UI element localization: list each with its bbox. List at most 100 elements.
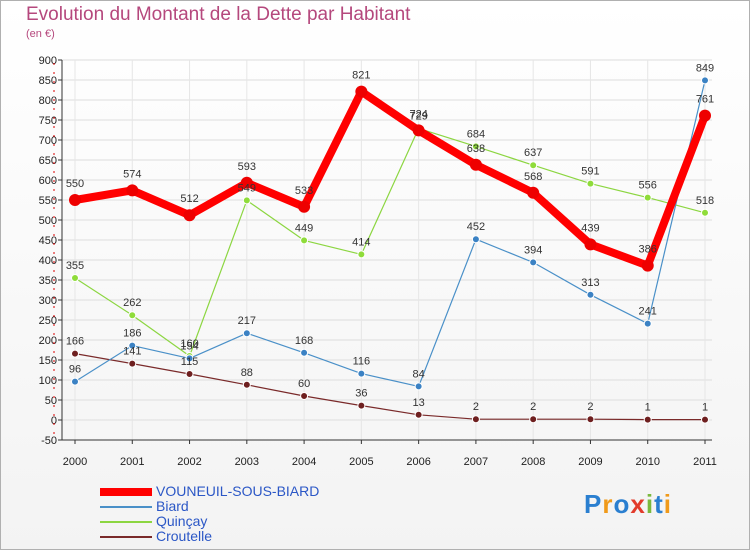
data-point	[300, 348, 309, 357]
legend-label: Biard	[156, 498, 189, 514]
y-tick-label: 850	[39, 75, 57, 87]
data-point	[126, 184, 139, 197]
data-point	[298, 200, 311, 213]
data-label: 849	[696, 62, 714, 74]
data-label: 262	[123, 297, 141, 309]
x-tick-label: 2008	[521, 456, 545, 468]
logo-letter: P	[584, 489, 603, 519]
x-tick-label: 2001	[120, 456, 144, 468]
y-tick-label: 50	[45, 395, 57, 407]
data-point	[469, 158, 482, 171]
y-tick-label: 650	[39, 155, 57, 167]
data-point	[527, 186, 540, 199]
data-point	[242, 329, 251, 338]
data-label: 84	[413, 368, 425, 380]
y-tick-label: 100	[39, 375, 57, 387]
y-tick-label: 600	[39, 175, 57, 187]
data-point	[242, 196, 251, 205]
y-tick-label: -50	[41, 435, 57, 447]
data-point	[414, 382, 423, 391]
data-label: 549	[238, 182, 256, 194]
y-tick-label: 550	[39, 195, 57, 207]
data-label: 439	[581, 222, 599, 234]
data-label: 637	[524, 147, 542, 159]
data-label: 638	[467, 143, 485, 155]
data-label: 88	[241, 367, 253, 379]
data-label: 313	[581, 277, 599, 289]
y-tick-label: 500	[39, 215, 57, 227]
data-point	[242, 380, 251, 389]
series-line-Croutelle	[74, 353, 705, 421]
data-label: 512	[180, 193, 198, 205]
x-tick-label: 2010	[635, 456, 659, 468]
data-label: 2	[530, 401, 536, 413]
data-point	[357, 250, 366, 259]
y-tick-label: 250	[39, 315, 57, 327]
data-label: 386	[639, 244, 657, 256]
y-tick-label: 350	[39, 275, 57, 287]
data-label: 154	[180, 340, 198, 352]
data-label: 724	[409, 108, 427, 120]
y-tick-label: 450	[39, 235, 57, 247]
data-label: 1	[645, 402, 651, 414]
data-label: 60	[298, 378, 310, 390]
logo-letter: x	[630, 489, 646, 519]
logo-letter: o	[613, 489, 631, 519]
data-label: 684	[467, 128, 485, 140]
data-labels: 166 141 115 88 60 36 13 2 2 2 1 1 355 262 160 549 449 414…	[66, 62, 714, 413]
y-tick-label: 700	[39, 135, 57, 147]
data-label: 761	[696, 94, 714, 106]
x-tick-label: 2007	[464, 456, 488, 468]
data-point	[699, 109, 711, 122]
data-label: 821	[352, 70, 370, 82]
data-point	[529, 258, 538, 267]
data-label: 166	[66, 336, 84, 348]
x-tick-label: 2000	[63, 456, 87, 468]
data-point	[701, 208, 709, 217]
data-point	[701, 76, 709, 85]
data-point	[300, 392, 309, 400]
y-tick-label: 900	[39, 55, 57, 67]
data-point	[357, 401, 366, 410]
data-point	[183, 209, 196, 222]
data-point	[471, 415, 480, 424]
data-label: 414	[352, 236, 370, 248]
y-tick-label: 0	[51, 415, 57, 427]
y-tick-label: 800	[39, 95, 57, 107]
data-label: 355	[66, 260, 84, 272]
series-layer	[69, 76, 711, 424]
data-label: 36	[355, 388, 367, 400]
data-label: 141	[123, 346, 141, 358]
data-point	[701, 415, 709, 424]
data-point	[185, 354, 194, 363]
data-label: 591	[581, 166, 599, 178]
data-point	[586, 415, 595, 424]
data-point	[300, 236, 309, 245]
series-line-VOUNEUIL-SOUS-BIARD	[74, 87, 709, 270]
data-label: 518	[696, 195, 714, 207]
data-point	[355, 85, 368, 98]
y-tick-label: 400	[39, 255, 57, 267]
legend-swatch	[100, 488, 152, 496]
data-label: 116	[353, 356, 371, 368]
data-point	[128, 341, 137, 350]
data-point	[529, 161, 538, 170]
series-line-Biard	[74, 80, 706, 387]
data-label: 568	[524, 171, 542, 183]
x-tick-label: 2009	[578, 456, 602, 468]
data-point	[357, 369, 366, 378]
chart-title: Evolution du Montant de la Dette par Hab…	[26, 4, 411, 25]
legend-label: Quinçay	[156, 513, 208, 529]
data-point	[412, 124, 425, 137]
data-label: 593	[238, 161, 256, 173]
data-label: 13	[413, 397, 425, 409]
y-tick-label: 200	[39, 335, 57, 347]
y-tick-label: 750	[39, 115, 57, 127]
data-point	[185, 370, 194, 378]
x-tick-label: 2002	[177, 456, 201, 468]
logo-letter: r	[602, 489, 614, 519]
data-label: 449	[295, 222, 313, 234]
logo-letter: i	[663, 489, 672, 519]
